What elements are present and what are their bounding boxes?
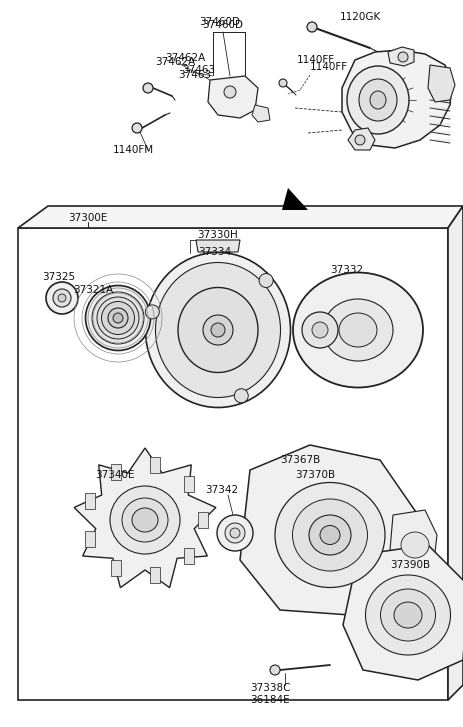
Circle shape — [230, 528, 239, 538]
Text: 37463: 37463 — [181, 65, 215, 75]
Ellipse shape — [346, 66, 408, 134]
Polygon shape — [150, 567, 160, 583]
Circle shape — [217, 515, 252, 551]
Text: 37340E: 37340E — [95, 470, 134, 480]
Polygon shape — [447, 206, 462, 700]
Circle shape — [301, 312, 337, 348]
Ellipse shape — [292, 499, 367, 571]
Polygon shape — [282, 188, 307, 210]
Text: 37325: 37325 — [42, 272, 75, 282]
Polygon shape — [184, 476, 194, 492]
Ellipse shape — [145, 252, 290, 408]
Ellipse shape — [108, 308, 128, 328]
Text: 37338C: 37338C — [249, 683, 290, 693]
Text: 37332: 37332 — [329, 265, 363, 275]
Circle shape — [145, 305, 159, 319]
Bar — [18, 228, 447, 700]
Ellipse shape — [308, 515, 350, 555]
Text: 1120GK: 1120GK — [339, 12, 381, 22]
Text: 37370B: 37370B — [294, 470, 334, 480]
Ellipse shape — [97, 297, 139, 339]
Circle shape — [397, 52, 407, 62]
Circle shape — [278, 79, 287, 87]
Ellipse shape — [85, 286, 150, 350]
Ellipse shape — [369, 91, 385, 109]
Ellipse shape — [211, 323, 225, 337]
Text: 37300E: 37300E — [68, 213, 107, 223]
Ellipse shape — [178, 287, 257, 372]
Polygon shape — [150, 457, 160, 473]
Ellipse shape — [358, 79, 396, 121]
Ellipse shape — [203, 315, 232, 345]
Circle shape — [58, 294, 66, 302]
Circle shape — [307, 22, 316, 32]
Text: 37367B: 37367B — [279, 455, 319, 465]
Polygon shape — [111, 561, 121, 577]
Polygon shape — [389, 510, 436, 575]
Circle shape — [143, 83, 153, 93]
Circle shape — [234, 389, 248, 403]
Ellipse shape — [338, 313, 376, 347]
Text: 1140FF: 1140FF — [309, 62, 347, 72]
Circle shape — [225, 523, 244, 543]
Polygon shape — [341, 50, 451, 148]
Polygon shape — [251, 105, 269, 122]
Ellipse shape — [113, 313, 123, 323]
Polygon shape — [347, 128, 374, 150]
Text: 37462A: 37462A — [155, 57, 195, 67]
Ellipse shape — [275, 483, 384, 587]
Text: 37334: 37334 — [198, 247, 231, 257]
Text: 37460D: 37460D — [199, 17, 240, 27]
Polygon shape — [427, 65, 454, 102]
Circle shape — [131, 123, 142, 133]
Polygon shape — [198, 512, 207, 528]
Polygon shape — [85, 531, 95, 547]
Ellipse shape — [131, 508, 158, 532]
Polygon shape — [387, 47, 413, 66]
Circle shape — [258, 273, 273, 287]
Text: 37330H: 37330H — [197, 230, 238, 240]
Text: 37463: 37463 — [178, 70, 211, 80]
Polygon shape — [111, 464, 121, 480]
Ellipse shape — [122, 498, 168, 542]
Circle shape — [46, 282, 78, 314]
Text: 1140FM: 1140FM — [113, 145, 154, 155]
Polygon shape — [85, 493, 95, 509]
Ellipse shape — [101, 302, 134, 334]
Circle shape — [224, 86, 236, 98]
Text: 37390B: 37390B — [389, 560, 429, 570]
Text: 37342: 37342 — [205, 485, 238, 495]
Polygon shape — [74, 448, 215, 587]
Text: 37321A: 37321A — [73, 285, 113, 295]
Polygon shape — [342, 545, 463, 680]
Polygon shape — [184, 548, 194, 564]
Text: 37462A: 37462A — [165, 53, 205, 63]
Ellipse shape — [155, 262, 280, 398]
Ellipse shape — [110, 486, 180, 554]
Ellipse shape — [92, 292, 144, 344]
Polygon shape — [207, 76, 257, 118]
Ellipse shape — [365, 575, 450, 655]
Ellipse shape — [400, 532, 428, 558]
Text: 36184E: 36184E — [250, 695, 289, 705]
Circle shape — [311, 322, 327, 338]
Text: 37460D: 37460D — [202, 20, 243, 30]
Ellipse shape — [393, 602, 421, 628]
Circle shape — [354, 135, 364, 145]
Polygon shape — [239, 445, 417, 615]
Polygon shape — [18, 206, 462, 228]
Circle shape — [53, 289, 71, 307]
Polygon shape — [195, 240, 239, 252]
Ellipse shape — [380, 589, 435, 641]
Text: 1140FF: 1140FF — [296, 55, 334, 65]
Ellipse shape — [319, 526, 339, 545]
Circle shape — [269, 665, 279, 675]
Ellipse shape — [292, 273, 422, 387]
Ellipse shape — [322, 299, 392, 361]
